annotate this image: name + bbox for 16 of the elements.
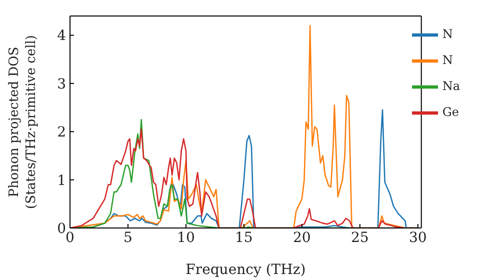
x-tick-label: 15 [235, 230, 253, 246]
x-tick-label: 25 [350, 230, 369, 246]
x-axis-title: Frequency (THz) [186, 262, 306, 278]
y-tick-label: 4 [57, 28, 66, 44]
y-tick-label: 1 [57, 172, 66, 189]
y-tick-label: 3 [57, 76, 66, 92]
x-tick-label: 30 [408, 230, 427, 246]
legend-label: Na [442, 79, 460, 94]
legend-label: N [442, 53, 453, 68]
legend-label: N [442, 27, 453, 42]
x-tick-label: 20 [292, 230, 311, 246]
y-tick-label: 2 [57, 124, 66, 141]
y-axis-title: Phonon projected DOS (States/THz·primitive cell) [7, 34, 39, 210]
x-tick-label: 10 [177, 230, 195, 246]
legend-label: Ge [442, 105, 460, 120]
x-tick-label: 5 [124, 230, 132, 246]
